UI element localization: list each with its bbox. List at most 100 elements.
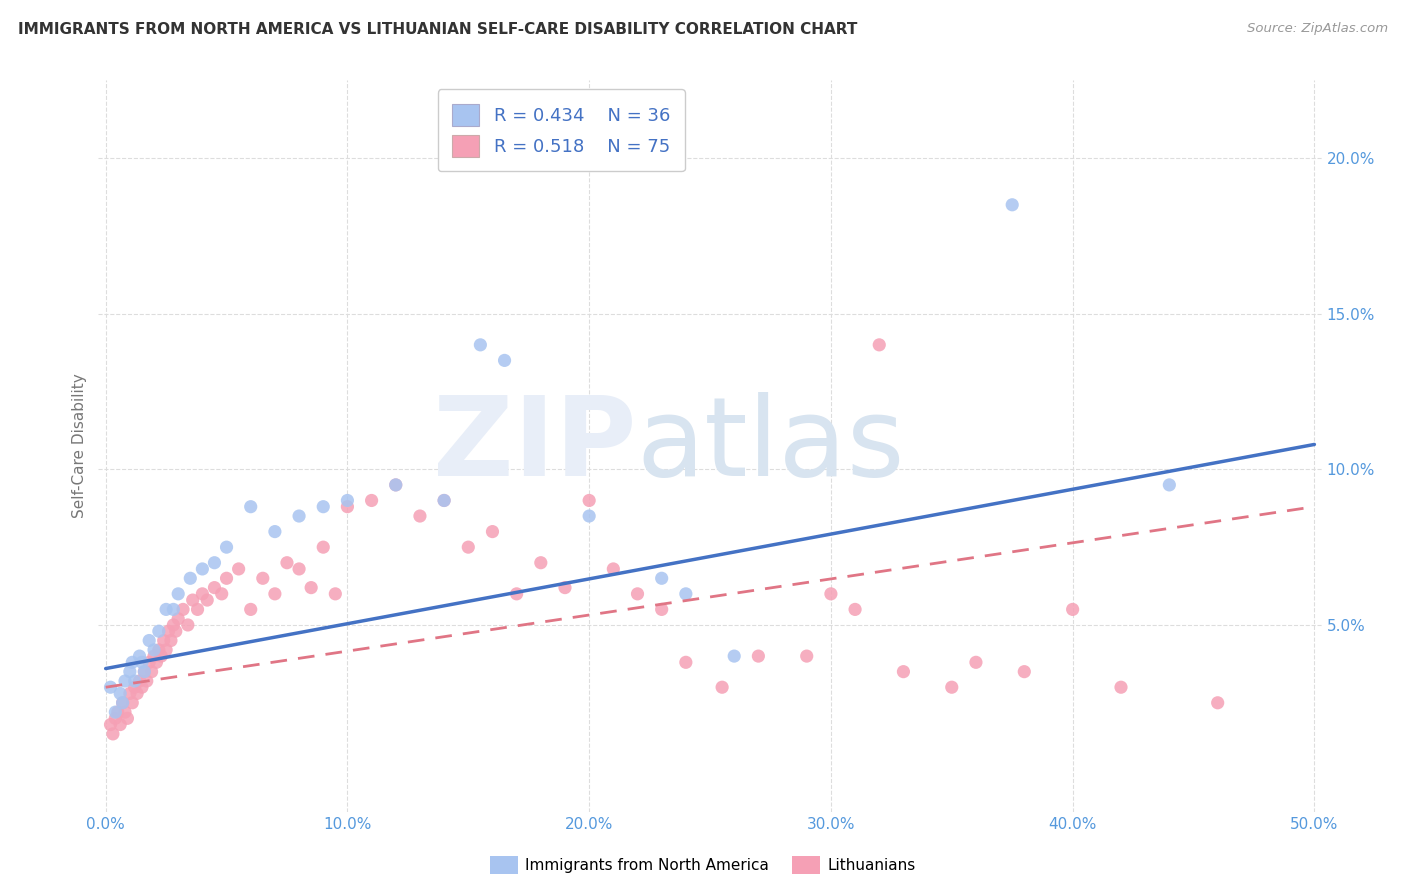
Point bbox=[530, 556, 553, 570]
Point bbox=[177, 618, 200, 632]
Point bbox=[868, 338, 890, 352]
Point bbox=[204, 581, 226, 595]
Point bbox=[505, 587, 527, 601]
Point bbox=[118, 665, 141, 679]
Point bbox=[104, 711, 127, 725]
Point bbox=[602, 562, 624, 576]
Point bbox=[312, 500, 335, 514]
Point bbox=[181, 593, 204, 607]
Point bbox=[554, 581, 576, 595]
Point bbox=[143, 643, 166, 657]
Point bbox=[157, 624, 180, 639]
Point bbox=[117, 711, 139, 725]
Point bbox=[143, 649, 166, 664]
Point bbox=[138, 633, 160, 648]
Point bbox=[336, 493, 359, 508]
Point bbox=[204, 556, 226, 570]
Point bbox=[118, 686, 141, 700]
Point bbox=[100, 717, 122, 731]
Point bbox=[104, 705, 127, 719]
Point bbox=[107, 705, 129, 719]
Point bbox=[195, 593, 218, 607]
Point bbox=[162, 618, 184, 632]
Point bbox=[121, 696, 143, 710]
Point bbox=[128, 649, 150, 664]
Point bbox=[299, 581, 322, 595]
Point bbox=[433, 493, 456, 508]
Point bbox=[114, 673, 136, 688]
Point bbox=[141, 665, 163, 679]
Point bbox=[965, 656, 987, 670]
Point bbox=[360, 493, 382, 508]
Point bbox=[651, 602, 673, 616]
Point bbox=[796, 649, 818, 664]
Point bbox=[111, 696, 134, 710]
Point bbox=[1206, 696, 1229, 710]
Point bbox=[893, 665, 915, 679]
Point bbox=[239, 500, 262, 514]
Point bbox=[148, 624, 170, 639]
Point bbox=[820, 587, 842, 601]
Text: Source: ZipAtlas.com: Source: ZipAtlas.com bbox=[1247, 22, 1388, 36]
Point bbox=[228, 562, 250, 576]
Point bbox=[211, 587, 233, 601]
Point bbox=[124, 673, 146, 688]
Point bbox=[101, 727, 124, 741]
Point bbox=[191, 587, 214, 601]
Text: ZIP: ZIP bbox=[433, 392, 637, 500]
Point bbox=[494, 353, 516, 368]
Point bbox=[384, 478, 406, 492]
Point bbox=[148, 643, 170, 657]
Text: atlas: atlas bbox=[637, 392, 905, 500]
Point bbox=[150, 649, 173, 664]
Point bbox=[179, 571, 201, 585]
Point bbox=[239, 602, 262, 616]
Point bbox=[457, 540, 479, 554]
Point bbox=[124, 680, 146, 694]
Point bbox=[160, 633, 183, 648]
Point bbox=[844, 602, 866, 616]
Text: IMMIGRANTS FROM NORTH AMERICA VS LITHUANIAN SELF-CARE DISABILITY CORRELATION CHA: IMMIGRANTS FROM NORTH AMERICA VS LITHUAN… bbox=[18, 22, 858, 37]
Point bbox=[264, 524, 287, 539]
Point bbox=[191, 562, 214, 576]
Point bbox=[162, 602, 184, 616]
Point bbox=[409, 509, 432, 524]
Point bbox=[111, 696, 134, 710]
Point bbox=[323, 587, 346, 601]
Point bbox=[152, 633, 174, 648]
Point bbox=[276, 556, 298, 570]
Point bbox=[312, 540, 335, 554]
Point bbox=[165, 624, 187, 639]
Point bbox=[384, 478, 406, 492]
Point bbox=[186, 602, 208, 616]
Point bbox=[145, 656, 167, 670]
Point bbox=[1159, 478, 1181, 492]
Point bbox=[675, 656, 697, 670]
Point bbox=[626, 587, 648, 601]
Point bbox=[215, 571, 238, 585]
Point bbox=[433, 493, 456, 508]
Point bbox=[723, 649, 745, 664]
Point bbox=[941, 680, 963, 694]
Point bbox=[131, 680, 153, 694]
Point bbox=[134, 665, 156, 679]
Point bbox=[138, 656, 160, 670]
Point bbox=[135, 673, 157, 688]
Point bbox=[288, 562, 311, 576]
Point bbox=[252, 571, 274, 585]
Point bbox=[155, 602, 177, 616]
Point bbox=[155, 643, 177, 657]
Point bbox=[100, 680, 122, 694]
Point bbox=[336, 500, 359, 514]
Point bbox=[108, 717, 131, 731]
Y-axis label: Self-Care Disability: Self-Care Disability bbox=[72, 374, 87, 518]
Point bbox=[651, 571, 673, 585]
Point bbox=[264, 587, 287, 601]
Point bbox=[578, 493, 600, 508]
Point bbox=[1014, 665, 1036, 679]
Point bbox=[1062, 602, 1084, 616]
Point bbox=[470, 338, 492, 352]
Point bbox=[1001, 198, 1024, 212]
Point bbox=[127, 686, 149, 700]
Point bbox=[675, 587, 697, 601]
